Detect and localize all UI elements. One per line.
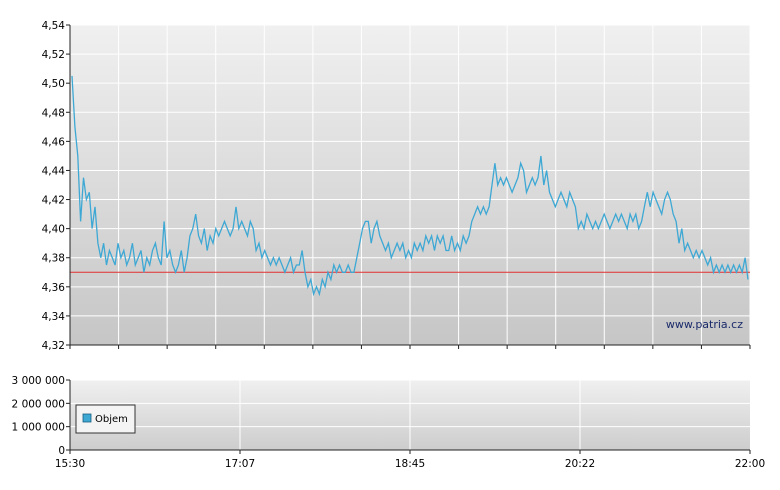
volume-x-tick-label: 22:00 [735, 458, 765, 470]
price-y-tick-label: 4,36 [42, 282, 66, 294]
volume-x-tick-label: 20:22 [565, 458, 595, 470]
price-series-line [71, 75, 749, 297]
price-y-tick-label: 4,50 [42, 78, 65, 90]
volume-x-tick-label: 15:30 [55, 458, 85, 470]
price-y-axis: 4,32 4,34 4,36 4,38 4,40 4,42 4,44 4,46 4,48 4,50… [42, 20, 70, 352]
volume-x-tick-label: 17:07 [225, 458, 255, 470]
volume-x-tick-label: 18:45 [395, 458, 425, 470]
price-y-tick-label: 4,46 [42, 136, 66, 148]
volume-y-tick-label: 3 000 000 [12, 375, 65, 387]
volume-y-tick-label: 0 [58, 445, 65, 457]
price-y-tick-label: 4,48 [42, 107, 65, 119]
volume-gridlines [70, 379, 750, 450]
price-panel: 4,32 4,34 4,36 4,38 4,40 4,42 4,44 4,46 4,48 4,50… [42, 20, 751, 352]
price-y-tick-label: 4,32 [42, 340, 65, 352]
price-y-tick-label: 4,54 [42, 20, 66, 32]
price-y-tick-label: 4,44 [42, 165, 66, 177]
volume-y-tick-label: 2 000 000 [12, 398, 65, 410]
price-x-axis-ticks [69, 345, 751, 349]
legend-swatch [82, 413, 92, 423]
volume-y-axis: 0 1 000 000 2 000 000 3 000 000 [12, 375, 70, 457]
price-y-tick-label: 4,42 [42, 195, 65, 207]
volume-legend: Objem [75, 404, 136, 434]
volume-x-axis: 15:30 17:07 18:45 20:22 22:00 [55, 450, 765, 470]
price-gridlines [70, 24, 751, 345]
price-y-tick-label: 4,52 [42, 49, 65, 61]
watermark: www.patria.cz [666, 318, 743, 331]
legend-label: Objem [95, 414, 128, 425]
price-y-tick-label: 4,40 [42, 224, 65, 236]
price-y-tick-label: 4,38 [42, 253, 65, 265]
volume-y-tick-label: 1 000 000 [12, 422, 65, 434]
price-y-tick-label: 4,34 [42, 311, 66, 323]
